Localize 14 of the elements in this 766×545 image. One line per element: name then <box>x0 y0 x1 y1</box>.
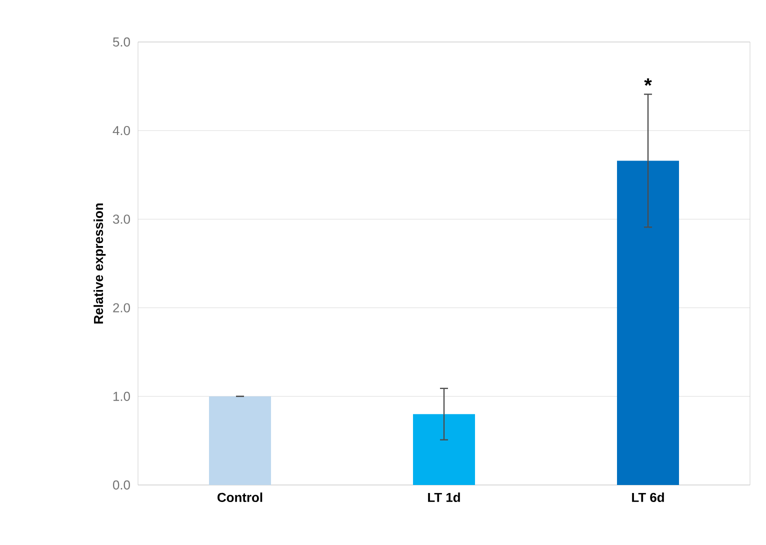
bar <box>617 160 680 485</box>
y-tick-label: 5.0 <box>113 37 130 47</box>
annotation: * <box>644 78 652 86</box>
y-tick-label: 2.0 <box>113 303 130 312</box>
x-tick-label: LT 1d <box>428 492 460 502</box>
y-axis-title: Relative expression <box>94 203 106 324</box>
y-tick-label: 1.0 <box>113 392 130 401</box>
x-tick-label: LT 6d <box>632 492 664 502</box>
y-tick-label: 3.0 <box>112 214 130 224</box>
x-tick-label: Control <box>218 492 262 502</box>
bar <box>413 414 476 485</box>
bar <box>209 396 272 485</box>
y-tick-label: 4.0 <box>112 126 130 136</box>
y-tick-label: 0.0 <box>112 480 130 490</box>
